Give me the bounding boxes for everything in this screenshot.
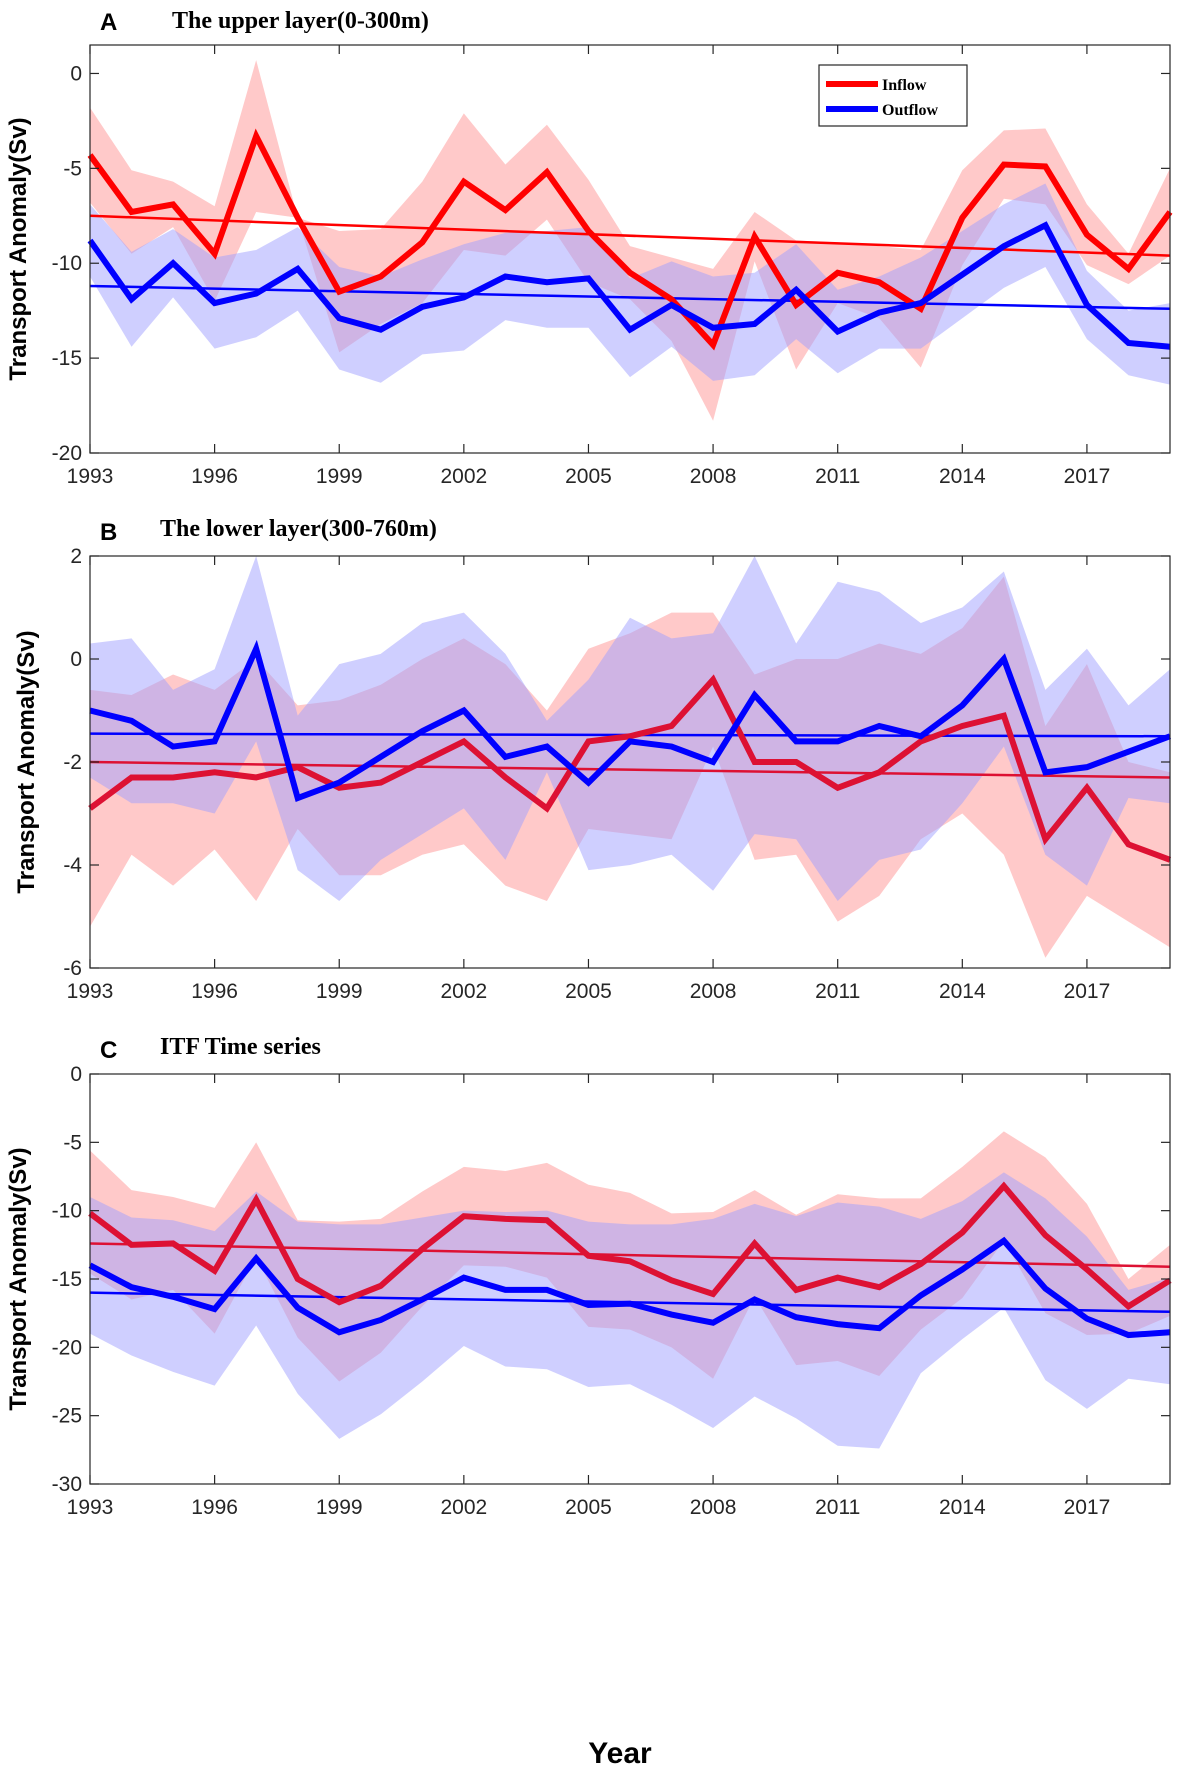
x-tick-label: 2008 <box>690 1496 737 1519</box>
legend-label-outflow: Outflow <box>882 102 938 119</box>
series-line-inflow <box>88 1181 1172 1311</box>
y-axis-label: Transport Anomaly(Sv) <box>5 1147 32 1410</box>
y-tick-label: -4 <box>63 854 82 877</box>
x-tick-label: 1999 <box>316 465 363 488</box>
x-tick-label: 2011 <box>815 980 860 1003</box>
trend-line-outflow <box>89 284 1171 311</box>
y-tick-label: -25 <box>52 1405 82 1428</box>
x-tick-label: 1996 <box>191 1496 238 1519</box>
x-tick-label: 2002 <box>440 1496 487 1519</box>
axes-box <box>89 44 1171 454</box>
series-line-outflow <box>87 221 1171 350</box>
y-tick-label: -20 <box>52 442 82 465</box>
band-outflow <box>90 1172 1170 1449</box>
x-tick-label: 2014 <box>939 465 986 488</box>
x-axis-label: Year <box>588 1737 652 1770</box>
x-tick-label: 2017 <box>1064 465 1111 488</box>
x-tick-label: 2005 <box>565 465 612 488</box>
panel-letter: B <box>100 519 117 546</box>
x-tick-label: 2017 <box>1064 980 1111 1003</box>
y-tick-label: 2 <box>70 545 82 568</box>
x-tick-label: 2005 <box>565 1496 612 1519</box>
x-tick-label: 2011 <box>815 1496 860 1519</box>
x-tick-label: 1993 <box>67 1496 114 1519</box>
y-tick-label: 0 <box>70 1063 82 1086</box>
legend-box <box>818 64 968 127</box>
x-tick-label: 2011 <box>815 465 860 488</box>
x-tick-label: 2002 <box>440 980 487 1003</box>
panel-letter: A <box>100 9 117 36</box>
y-tick-label: -2 <box>63 751 82 774</box>
panel-title: ITF Time series <box>160 1034 321 1060</box>
y-tick-label: -30 <box>52 1473 82 1496</box>
y-tick-label: -10 <box>52 252 82 275</box>
x-tick-label: 2008 <box>690 465 737 488</box>
legend-label-inflow: Inflow <box>882 77 927 94</box>
y-tick-label: -10 <box>52 1200 82 1223</box>
y-tick-label: -5 <box>63 157 82 180</box>
trend-line-inflow <box>89 1242 1171 1268</box>
x-tick-label: 1996 <box>191 465 238 488</box>
x-tick-label: 1993 <box>67 980 114 1003</box>
x-tick-label: 1999 <box>316 980 363 1003</box>
x-tick-label: 1999 <box>316 1496 363 1519</box>
series-line-outflow <box>88 1236 1171 1339</box>
x-tick-label: 2017 <box>1064 1496 1111 1519</box>
x-tick-label: 2008 <box>690 980 737 1003</box>
panel-letter: C <box>100 1037 117 1064</box>
y-tick-label: -6 <box>63 957 82 980</box>
panel-title: The lower layer(300-760m) <box>160 516 437 542</box>
x-tick-label: 2014 <box>939 980 986 1003</box>
x-tick-label: 2002 <box>440 465 487 488</box>
panel-a: A The upper layer(0-300m) 0 -5 -10 -15 -201993… <box>5 8 1173 488</box>
series-line-inflow <box>88 674 1172 863</box>
band-outflow <box>90 556 1170 902</box>
x-tick-label: 2005 <box>565 980 612 1003</box>
series-line-inflow <box>87 128 1173 351</box>
y-tick-label: 0 <box>70 62 82 85</box>
y-tick-label: -15 <box>52 347 82 370</box>
trend-line-inflow <box>89 214 1171 257</box>
legend: Inflow Outflow <box>818 64 968 127</box>
trend-line-inflow <box>89 760 1171 779</box>
y-tick-label: -5 <box>63 1131 82 1154</box>
band-outflow <box>90 183 1170 385</box>
x-tick-label: 2014 <box>939 1496 986 1519</box>
x-tick-label: 1993 <box>67 465 114 488</box>
y-axis-label: Transport Anomaly(Sv) <box>5 117 32 380</box>
series-line-outflow <box>89 639 1172 803</box>
y-tick-label: -20 <box>52 1336 82 1359</box>
y-tick-label: 0 <box>70 648 82 671</box>
y-axis-label: Transport Anomaly(Sv) <box>13 630 40 893</box>
y-tick-label: -15 <box>52 1268 82 1291</box>
panel-title: The upper layer(0-300m) <box>172 8 429 34</box>
x-tick-label: 1996 <box>191 980 238 1003</box>
